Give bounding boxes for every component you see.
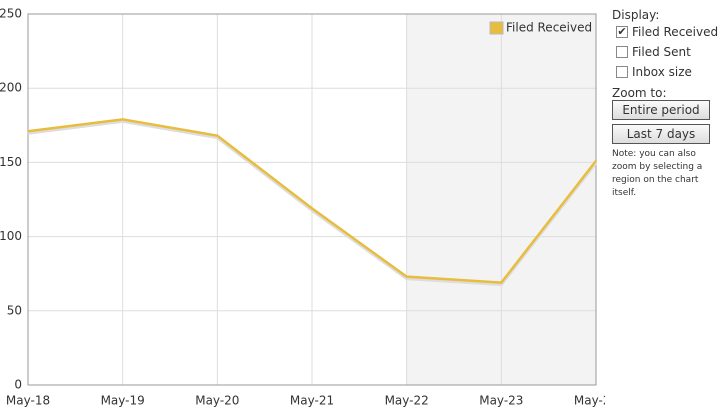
checkbox[interactable] xyxy=(616,46,628,58)
zoom-button[interactable]: Last 7 days xyxy=(612,124,710,144)
button-list: Entire period Last 7 days xyxy=(612,100,720,144)
x-tick-label: May-19 xyxy=(101,394,145,408)
note-line: zoom by selecting a xyxy=(612,162,703,172)
y-tick-label: 0 xyxy=(14,378,22,392)
x-tick-label: May-18 xyxy=(6,394,50,408)
y-tick-label: 200 xyxy=(0,81,22,95)
x-tick-label: May-23 xyxy=(479,394,523,408)
checkbox-list: ✔ Filed Received Filed Sent Inbox size xyxy=(612,22,720,82)
checkbox-row: Inbox size xyxy=(612,62,720,82)
checkbox[interactable]: ✔ xyxy=(616,25,628,38)
x-tick-label: May-20 xyxy=(195,394,239,408)
control-panel: Display: ✔ Filed Received Filed Sent Inbox … xyxy=(612,8,720,200)
note-line: Note: you can also xyxy=(612,149,696,159)
legend-swatch xyxy=(489,21,504,35)
line-shadow xyxy=(27,119,598,287)
display-title: Display: xyxy=(612,8,660,22)
legend-label: Filed Received xyxy=(506,21,592,35)
checkbox-row: Filed Sent xyxy=(612,42,720,62)
y-tick-label: 150 xyxy=(0,155,22,169)
zoom-title: Zoom to: xyxy=(612,86,667,100)
note: Note: you can also zoom by selecting a reg… xyxy=(612,148,720,200)
x-tick-label: May-21 xyxy=(290,394,334,408)
zoom-button[interactable]: Entire period xyxy=(612,100,710,120)
checkbox[interactable] xyxy=(616,66,628,78)
y-tick-label: 100 xyxy=(0,229,22,243)
checkbox-label: Inbox size xyxy=(632,65,692,79)
plot-border xyxy=(27,13,597,386)
series-line xyxy=(27,118,597,284)
note-line: region on the chart itself. xyxy=(612,175,699,198)
checkbox-label: Filed Received xyxy=(632,25,719,39)
y-tick-label: 250 xyxy=(0,7,22,21)
checkbox-label: Filed Sent xyxy=(632,45,691,59)
chart: May-18 May-19 May-20 May-21 May-22 May-23 May-… xyxy=(0,7,605,408)
y-tick-label: 50 xyxy=(7,303,22,317)
x-tick-label: May-24 xyxy=(574,394,605,408)
x-tick-label: May-22 xyxy=(385,394,429,408)
checkbox-row: ✔ Filed Received xyxy=(612,22,720,42)
